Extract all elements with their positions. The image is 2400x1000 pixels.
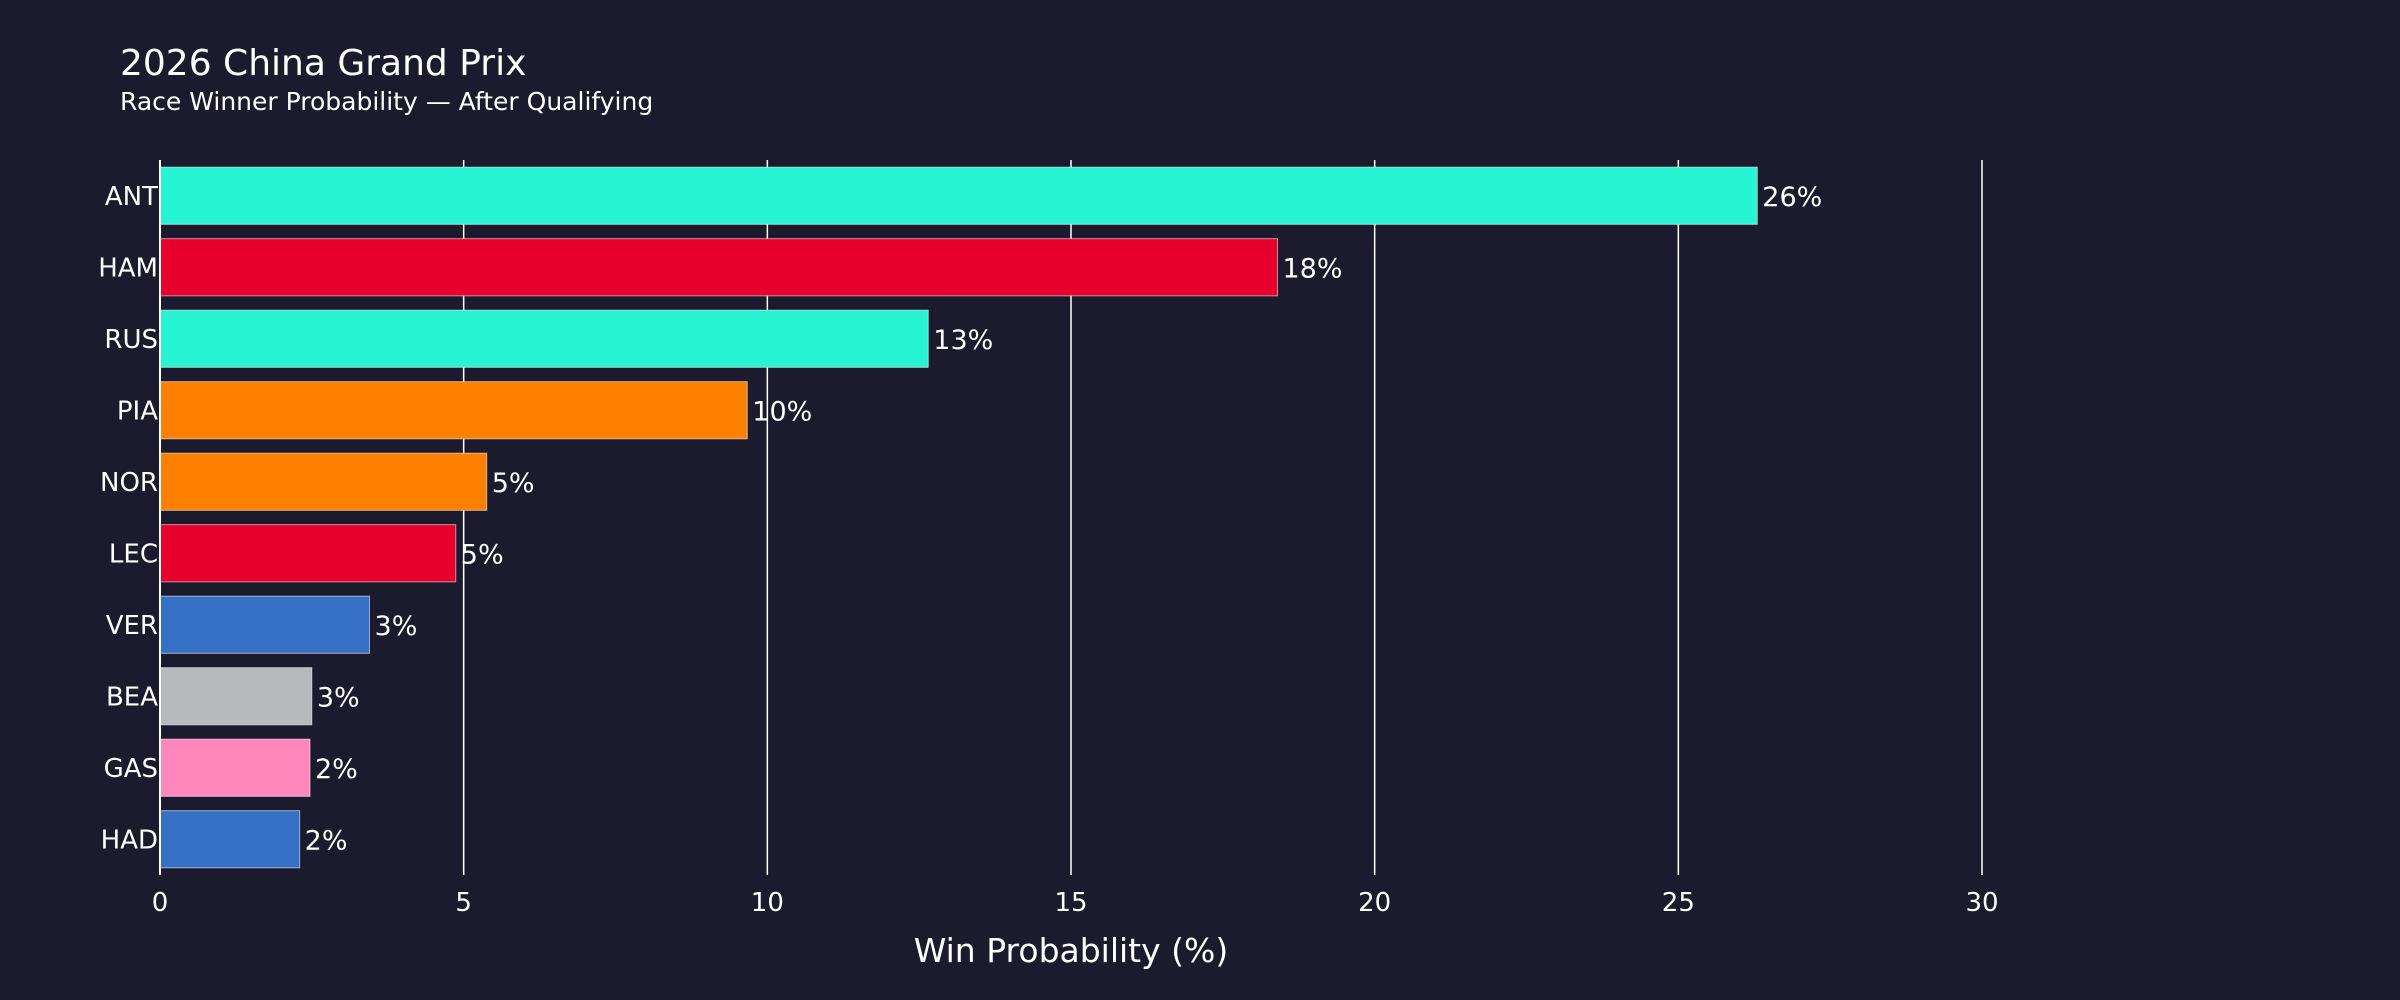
- y-tick-label-bea: BEA: [106, 682, 158, 712]
- bar-ant: [159, 166, 1758, 225]
- bar-nor: [159, 452, 488, 511]
- x-tick-label: 5: [455, 888, 472, 918]
- y-tick-label-ver: VER: [106, 611, 158, 641]
- data-label-bea: 3%: [317, 682, 360, 713]
- y-tick-label-had: HAD: [101, 825, 158, 855]
- bar-ver: [159, 595, 371, 654]
- x-axis-title: Win Probability (%): [914, 931, 1229, 970]
- data-label-nor: 5%: [492, 468, 535, 499]
- bar-pia: [159, 381, 748, 440]
- data-label-ham: 18%: [1282, 253, 1342, 284]
- x-tick-label: 25: [1662, 888, 1695, 918]
- data-label-lec: 5%: [461, 539, 504, 570]
- bar-rus: [159, 309, 929, 368]
- x-tick-label: 15: [1054, 888, 1087, 918]
- data-label-gas: 2%: [315, 754, 358, 785]
- x-tick-label: 10: [751, 888, 784, 918]
- data-label-ant: 26%: [1762, 182, 1822, 213]
- x-tick-label: 20: [1358, 888, 1391, 918]
- y-tick-label-lec: LEC: [109, 539, 158, 569]
- data-label-ver: 3%: [375, 611, 418, 642]
- chart-subtitle: Race Winner Probability — After Qualifyi…: [120, 87, 654, 116]
- bars: [159, 166, 1758, 869]
- y-tick-label-pia: PIA: [117, 396, 158, 426]
- bar-ham: [159, 238, 1278, 297]
- y-tick-label-nor: NOR: [100, 468, 158, 498]
- bar-labels: 26% 18% 13% 10% 5% 5% 3% 3% 2% 2%: [305, 182, 1823, 857]
- x-axis-ticks: 0 5 10 15 20 25 30: [152, 888, 1999, 918]
- bar-lec: [159, 524, 457, 583]
- chart-title: 2026 China Grand Prix: [120, 43, 527, 84]
- bar-bea: [159, 667, 313, 726]
- y-tick-label-rus: RUS: [104, 325, 158, 355]
- x-tick-label: 0: [152, 888, 169, 918]
- data-label-rus: 13%: [933, 325, 993, 356]
- y-tick-label-ham: HAM: [98, 253, 158, 283]
- data-label-had: 2%: [305, 825, 348, 856]
- data-label-pia: 10%: [752, 396, 812, 427]
- y-tick-label-gas: GAS: [104, 754, 158, 784]
- bar-gas: [159, 738, 311, 797]
- y-axis-ticks: ANT HAM RUS PIA NOR LEC VER BEA GAS HAD: [98, 182, 158, 856]
- bar-had: [159, 810, 301, 869]
- y-tick-label-ant: ANT: [105, 182, 158, 212]
- x-tick-label: 30: [1965, 888, 1998, 918]
